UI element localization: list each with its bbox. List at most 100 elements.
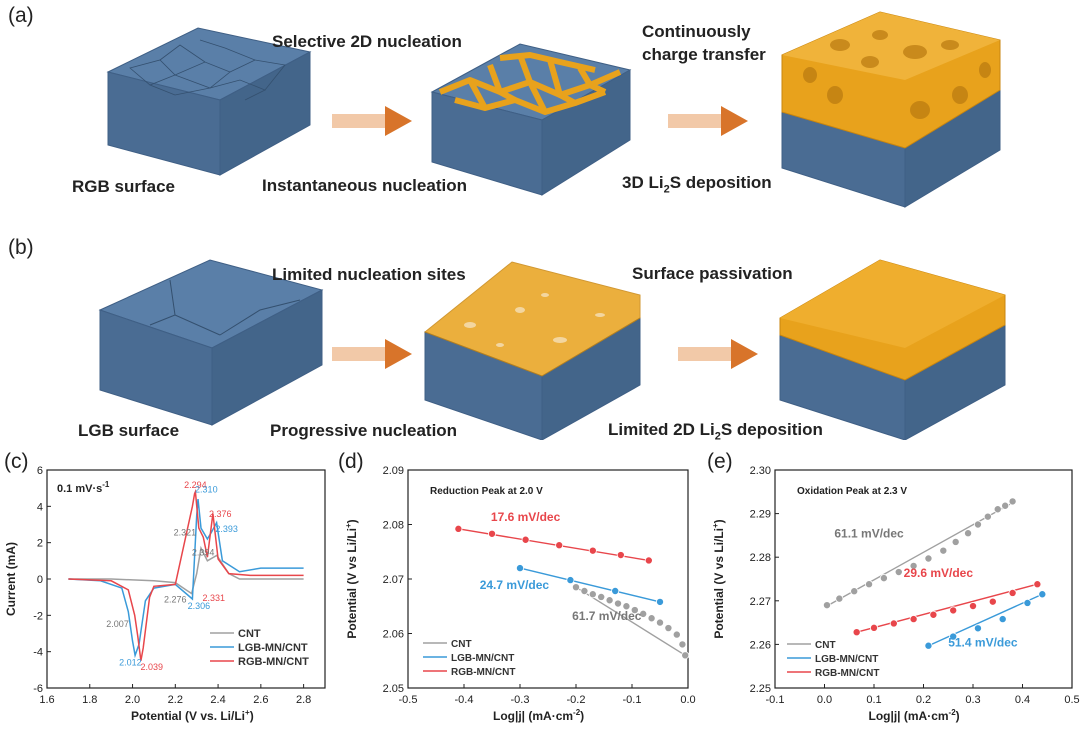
legend-label: CNT xyxy=(238,628,261,640)
x-tick-label: 0.3 xyxy=(965,694,980,706)
data-point-LGB-MN/CNT xyxy=(973,624,982,633)
legend-label: CNT xyxy=(815,640,836,651)
data-point-LGB-MN/CNT xyxy=(655,597,664,606)
peak-label: 2.394 xyxy=(192,547,215,557)
data-point-LGB-MN/CNT xyxy=(611,586,620,595)
label-continuously: Continuously xyxy=(642,22,751,41)
data-point-CNT xyxy=(909,561,918,570)
label-progressive-nucleation: Progressive nucleation xyxy=(270,421,458,440)
data-point-CNT xyxy=(647,614,656,623)
label-3d-deposition: 3D Li2S deposition xyxy=(622,173,772,196)
x-axis-label: Log|j| (mA·cm-2) xyxy=(493,708,584,723)
y-tick-label: 2.07 xyxy=(383,574,404,586)
panel-label-d: (d) xyxy=(338,450,364,473)
label-selective-nucleation: Selective 2D nucleation xyxy=(272,32,462,51)
data-point-CNT xyxy=(639,609,648,618)
y-tick-label: 6 xyxy=(37,465,43,477)
data-point-RGB-MN/CNT xyxy=(869,623,878,632)
panel-label-e: (e) xyxy=(707,450,733,473)
fit-line-RGB-MN/CNT xyxy=(856,583,1038,633)
x-tick-label: 2.6 xyxy=(253,694,268,706)
data-point-RGB-MN/CNT xyxy=(949,606,958,615)
y-tick-label: 2 xyxy=(37,538,43,550)
x-tick-label: -0.4 xyxy=(455,694,474,706)
series-line-CNT xyxy=(68,545,304,595)
y-tick-label: 2.08 xyxy=(383,520,404,532)
y-tick-label: -4 xyxy=(33,647,43,659)
schematic-b xyxy=(98,259,1006,440)
data-point-RGB-MN/CNT xyxy=(644,556,653,565)
data-point-RGB-MN/CNT xyxy=(1008,588,1017,597)
peak-label: 2.294 xyxy=(184,480,207,490)
x-axis-label: Log|j| (mA·cm-2) xyxy=(869,708,960,723)
y-axis-label: Current (mA) xyxy=(4,542,18,616)
slope-label: 17.6 mV/dec xyxy=(491,510,561,524)
data-point-CNT xyxy=(597,592,606,601)
x-tick-label: -0.1 xyxy=(623,694,642,706)
chart-annotation: 0.1 mV·s-1 xyxy=(57,480,110,495)
legend-label: LGB-MN/CNT xyxy=(238,642,308,654)
data-point-CNT xyxy=(924,554,933,563)
label-rgb-surface: RGB surface xyxy=(72,177,175,196)
y-tick-label: 2.29 xyxy=(750,509,771,521)
y-tick-label: 2.28 xyxy=(750,552,771,564)
fit-line-LGB-MN/CNT xyxy=(928,593,1043,647)
series-line-RGB-MN/CNT xyxy=(68,488,304,661)
lgb-block xyxy=(98,259,324,426)
peak-label: 2.039 xyxy=(141,662,164,672)
data-point-CNT xyxy=(951,537,960,546)
fit-line-CNT xyxy=(826,502,1013,607)
x-tick-label: 2.8 xyxy=(296,694,311,706)
data-point-CNT xyxy=(973,520,982,529)
legend-label: LGB-MN/CNT xyxy=(451,653,514,664)
chart-annotation: Reduction Peak at 2.0 V xyxy=(430,486,543,497)
slope-label: 29.6 mV/dec xyxy=(904,566,974,580)
chart-annotation: Oxidation Peak at 2.3 V xyxy=(797,486,907,497)
data-point-LGB-MN/CNT xyxy=(949,632,958,641)
data-point-RGB-MN/CNT xyxy=(988,597,997,606)
arrow-icon xyxy=(678,339,758,369)
chart-e: -0.1 0.0 0.1 0.2 0.3 0.4 0.5 2.25 2.26 2.27 2.28 2.… xyxy=(711,465,1080,723)
label-instantaneous-nucleation: Instantaneous nucleation xyxy=(262,176,467,195)
peak-label: 2.306 xyxy=(188,601,211,611)
data-point-CNT xyxy=(622,602,631,611)
label-charge-transfer: charge transfer xyxy=(642,45,766,64)
x-tick-label: 1.6 xyxy=(39,694,54,706)
data-point-CNT xyxy=(655,618,664,627)
data-point-RGB-MN/CNT xyxy=(1033,580,1042,589)
data-point-RGB-MN/CNT xyxy=(616,551,625,560)
arrow-icon xyxy=(332,106,412,136)
legend-label: RGB-MN/CNT xyxy=(238,656,309,668)
x-tick-label: -0.5 xyxy=(399,694,418,706)
data-point-CNT xyxy=(879,574,888,583)
y-axis-label: Potential (V vs Li/Li+) xyxy=(711,519,726,638)
y-tick-label: -2 xyxy=(33,610,43,622)
y-tick-label: 2.05 xyxy=(383,683,404,695)
data-point-CNT xyxy=(681,651,690,660)
x-tick-label: 2.0 xyxy=(125,694,140,706)
deposition-3d-block xyxy=(781,11,1001,208)
legend-label: CNT xyxy=(451,639,472,650)
fit-line-LGB-MN/CNT xyxy=(519,567,661,603)
limited-sites-block xyxy=(424,261,641,440)
peak-label: 2.276 xyxy=(164,595,187,605)
chart-c: 1.6 1.8 2.0 2.2 2.4 2.6 2.8 -6 -4 -2 0 2 4 6 Potential… xyxy=(4,465,326,723)
label-limited-2d-deposition: Limited 2D Li2S deposition xyxy=(608,420,823,443)
legend-label: RGB-MN/CNT xyxy=(451,667,515,678)
legend-label: RGB-MN/CNT xyxy=(815,668,879,679)
data-point-CNT xyxy=(850,587,859,596)
x-tick-label: 2.4 xyxy=(210,694,225,706)
data-point-CNT xyxy=(605,596,614,605)
passivation-block xyxy=(779,259,1006,440)
x-tick-label: 0.0 xyxy=(680,694,695,706)
y-tick-label: 4 xyxy=(37,501,43,513)
arrow-icon xyxy=(668,106,748,136)
y-tick-label: 2.25 xyxy=(750,683,771,695)
data-point-CNT xyxy=(983,512,992,521)
peak-label: 2.007 xyxy=(106,619,129,629)
peak-label: 2.331 xyxy=(203,593,226,603)
nucleation-block xyxy=(430,43,632,196)
data-point-RGB-MN/CNT xyxy=(929,610,938,619)
fit-line-CNT xyxy=(575,586,686,656)
peak-label: 2.012 xyxy=(119,657,142,667)
